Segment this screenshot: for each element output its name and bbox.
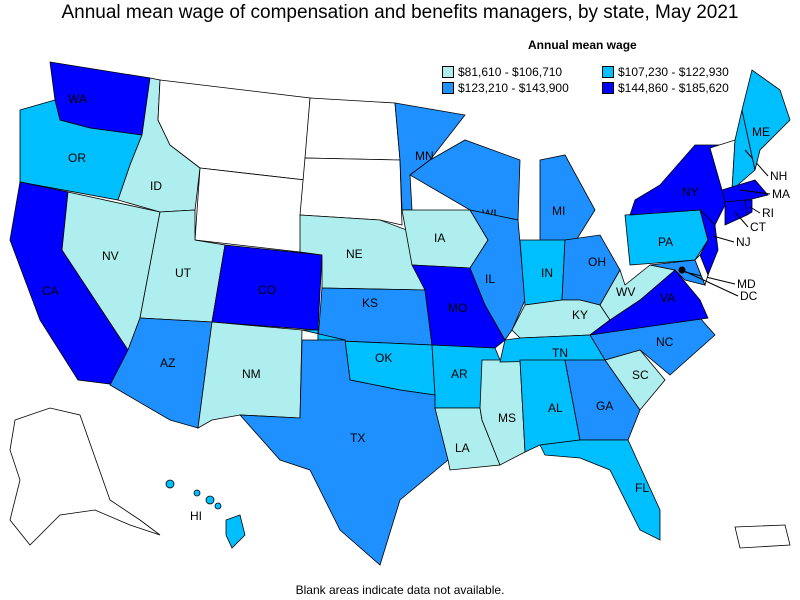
state-hi	[225, 514, 246, 549]
state-label-co: CO	[258, 283, 276, 297]
legend-label: $123,210 - $143,900	[458, 81, 569, 95]
hawaii-island	[165, 479, 175, 489]
hawaii-island	[205, 495, 215, 505]
state-de	[694, 254, 709, 287]
state-nd	[304, 97, 401, 161]
state-label-fl: FL	[635, 481, 649, 495]
state-label-sc: SC	[632, 368, 649, 382]
state-label-hi: HI	[190, 509, 202, 523]
state-label-tn: TN	[552, 346, 568, 360]
state-sd	[299, 157, 403, 226]
state-label-al: AL	[548, 401, 563, 415]
state-label-in: IN	[541, 266, 553, 280]
state-label-tx: TX	[350, 431, 365, 445]
state-label-ga: GA	[596, 399, 613, 413]
legend-label: $81,610 - $106,710	[458, 65, 563, 79]
state-label-ri: RI	[762, 206, 774, 220]
state-label-or: OR	[68, 151, 86, 165]
leader-line	[739, 189, 771, 195]
state-label-mo: MO	[448, 301, 467, 315]
state-me	[741, 69, 791, 171]
state-md	[649, 259, 706, 286]
state-pr	[734, 524, 791, 549]
state-label-ut: UT	[175, 266, 192, 280]
state-mi	[539, 154, 596, 251]
state-label-md: MD	[737, 277, 756, 291]
leader-line	[681, 269, 739, 297]
map-title: Annual mean wage of compensation and ben…	[61, 2, 739, 23]
state-label-az: AZ	[160, 356, 175, 370]
hawaii-island	[193, 489, 201, 497]
state-label-il: IL	[485, 272, 495, 286]
leader-line	[684, 271, 736, 285]
state-label-ok: OK	[375, 351, 392, 365]
state-label-dc: DC	[740, 289, 758, 303]
state-label-id: ID	[150, 179, 162, 193]
state-label-ca: CA	[42, 284, 59, 298]
state-label-mi: MI	[552, 204, 565, 218]
state-label-ma: MA	[772, 187, 790, 201]
state-ri	[744, 199, 753, 216]
footnote: Blank areas indicate data not available.	[295, 583, 505, 597]
dc-marker	[678, 266, 686, 274]
state-label-ky: KY	[572, 308, 588, 322]
state-label-ar: AR	[451, 367, 468, 381]
legend-title: Annual mean wage	[528, 38, 637, 52]
leader-line	[734, 211, 749, 228]
state-tx	[239, 339, 449, 566]
state-label-ms: MS	[498, 411, 516, 425]
legend-item-1: $81,610 - $106,710	[442, 65, 562, 79]
leader-line	[712, 235, 735, 243]
state-label-va: VA	[660, 291, 675, 305]
legend-item-4: $144,860 - $185,620	[602, 81, 729, 95]
legend-label: $107,230 - $122,930	[618, 65, 729, 79]
leader-line	[749, 206, 761, 214]
legend-swatch	[442, 66, 454, 78]
state-label-oh: OH	[588, 255, 606, 269]
state-label-nc: NC	[656, 335, 674, 349]
state-label-nm: NM	[242, 367, 261, 381]
legend-item-2: $107,230 - $122,930	[602, 65, 729, 79]
state-ga	[564, 359, 641, 441]
legend-item-3: $123,210 - $143,900	[442, 81, 569, 95]
state-ak	[9, 407, 161, 546]
state-label-ne: NE	[346, 247, 363, 261]
state-label-nj: NJ	[736, 235, 751, 249]
state-label-me: ME	[752, 125, 770, 139]
state-label-ny: NY	[682, 185, 699, 199]
state-mn	[394, 102, 466, 211]
state-label-la: LA	[455, 441, 470, 455]
state-label-mn: MN	[415, 149, 434, 163]
hawaii-island	[214, 502, 222, 510]
legend-swatch	[602, 82, 614, 94]
state-label-ct: CT	[750, 220, 767, 234]
legend-label: $144,860 - $185,620	[618, 81, 729, 95]
state-label-nv: NV	[102, 249, 119, 263]
state-fl	[539, 439, 661, 541]
state-wy	[194, 167, 306, 253]
state-label-wa: WA	[68, 92, 87, 106]
legend-swatch	[442, 82, 454, 94]
state-label-ia: IA	[434, 231, 445, 245]
legend-swatch	[602, 66, 614, 78]
state-label-ks: KS	[362, 296, 378, 310]
state-label-nh: NH	[770, 169, 787, 183]
state-label-wv: WV	[616, 285, 635, 299]
state-label-pa: PA	[658, 235, 673, 249]
